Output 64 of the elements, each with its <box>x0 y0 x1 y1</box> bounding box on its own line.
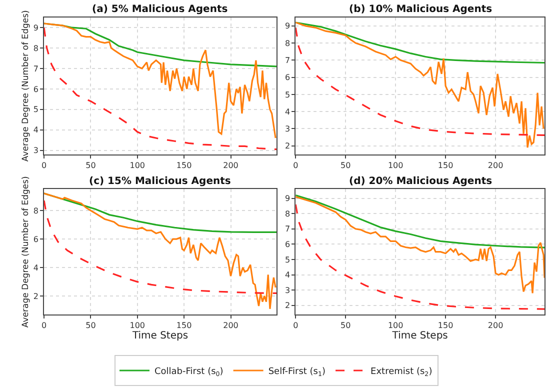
chart-title: (d) 20% Malicious Agents <box>349 176 492 187</box>
x-tick-label: 50 <box>340 161 351 170</box>
x-tick-label: 0 <box>293 161 298 170</box>
x-tick-label: 150 <box>176 161 192 170</box>
x-tick-label: 0 <box>41 161 47 170</box>
y-tick-label: 5 <box>284 90 290 100</box>
y-tick-label: 2 <box>284 142 290 151</box>
legend-label: Extremist (s$_{2}$) <box>370 367 432 378</box>
x-tick-label: 50 <box>86 161 96 170</box>
legend-label: Collab-First (s$_{0}$) <box>154 367 224 378</box>
x-tick-label: 150 <box>438 161 454 170</box>
x-tick-label: 100 <box>130 321 146 330</box>
y-tick-label: 9 <box>33 23 38 32</box>
x-axis-title: Time Steps <box>391 330 448 342</box>
x-tick-label: 200 <box>488 321 504 330</box>
x-tick-label: 200 <box>223 161 238 170</box>
x-tick-label: 150 <box>176 321 192 330</box>
y-tick-label: 8 <box>33 206 38 216</box>
line-series <box>296 204 545 310</box>
x-tick-label: 100 <box>130 161 146 170</box>
line-series <box>296 196 545 294</box>
y-tick-label: 8 <box>33 44 38 53</box>
x-tick-label: 0 <box>41 321 47 330</box>
y-tick-label: 7 <box>33 64 38 74</box>
chart-title: (c) 15% Malicious Agents <box>89 176 231 187</box>
x-tick-label: 50 <box>340 321 351 330</box>
y-tick-label: 6 <box>33 234 38 244</box>
y-tick-label: 2 <box>33 292 38 301</box>
x-tick-label: 200 <box>223 321 238 330</box>
y-tick-label: 6 <box>284 73 290 82</box>
y-tick-label: 9 <box>284 22 290 31</box>
x-tick-label: 200 <box>488 161 504 170</box>
chart-title: (a) 5% Malicious Agents <box>92 4 228 15</box>
line-series <box>296 194 545 248</box>
y-tick-label: 6 <box>284 240 290 250</box>
y-axis-title: Average Degree (Number of Edges) <box>20 10 31 162</box>
y-tick-label: 3 <box>33 146 38 156</box>
x-axis-title: Time Steps <box>131 330 188 342</box>
y-tick-label: 4 <box>33 126 38 135</box>
y-tick-label: 8 <box>284 38 290 48</box>
line-series <box>296 22 545 64</box>
y-tick-label: 9 <box>284 194 290 204</box>
x-tick-label: 50 <box>86 321 96 330</box>
y-tick-label: 7 <box>284 56 290 65</box>
chart-title: (b) 10% Malicious Agents <box>349 4 492 15</box>
y-tick-label: 4 <box>284 107 290 116</box>
legend-label: Self-First (s$_{1}$) <box>268 367 326 378</box>
y-tick-label: 4 <box>284 270 290 280</box>
line-series <box>44 192 276 310</box>
y-tick-label: 4 <box>33 263 38 272</box>
y-axis-title: Average Degree (Number of Edges) <box>20 176 31 328</box>
y-tick-label: 3 <box>284 124 290 134</box>
y-tick-label: 5 <box>33 105 38 114</box>
x-tick-label: 100 <box>388 321 404 330</box>
x-tick-label: 150 <box>438 321 454 330</box>
y-tick-label: 7 <box>284 224 290 234</box>
y-tick-label: 2 <box>284 301 290 310</box>
y-tick-label: 6 <box>33 84 38 94</box>
x-tick-label: 0 <box>293 321 298 330</box>
y-tick-label: 5 <box>284 255 290 264</box>
x-tick-label: 100 <box>388 161 404 170</box>
y-tick-label: 3 <box>284 286 290 295</box>
y-tick-label: 8 <box>284 209 290 218</box>
line-series <box>44 200 276 294</box>
